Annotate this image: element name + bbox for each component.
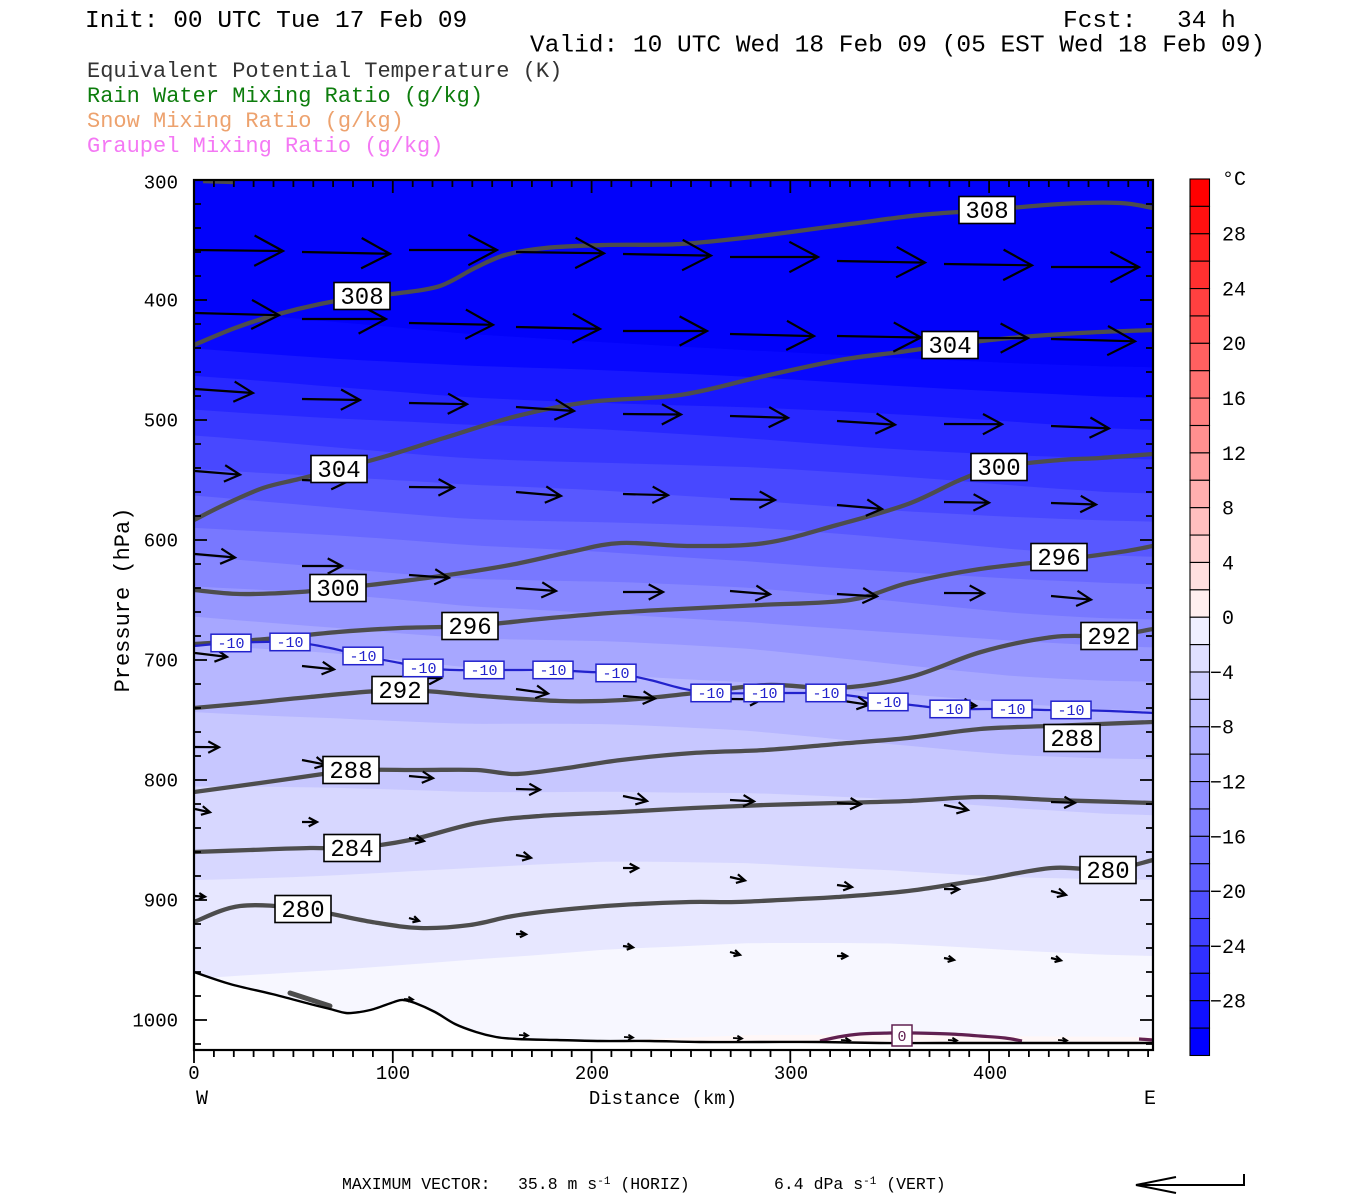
svg-text:W: W (196, 1088, 208, 1111)
svg-text:308: 308 (965, 199, 1008, 226)
svg-text:−16: −16 (1210, 827, 1246, 850)
svg-text:-10: -10 (697, 686, 724, 703)
svg-text:°C: °C (1222, 169, 1246, 192)
svg-text:600: 600 (144, 531, 178, 553)
svg-text:284: 284 (330, 837, 373, 864)
svg-text:300: 300 (774, 1063, 808, 1085)
svg-text:−8: −8 (1210, 718, 1234, 741)
svg-text:Fcst:: Fcst: (1063, 8, 1137, 35)
svg-text:296: 296 (448, 615, 491, 642)
svg-text:400: 400 (144, 291, 178, 313)
svg-text:280: 280 (1086, 859, 1129, 886)
svg-text:0: 0 (188, 1063, 199, 1085)
svg-text:-10: -10 (470, 663, 497, 680)
svg-text:34 h: 34 h (1177, 8, 1236, 35)
svg-text:35.8 m s-1 (HORIZ): 35.8 m s-1 (HORIZ) (518, 1175, 690, 1194)
svg-text:500: 500 (144, 411, 178, 433)
svg-text:E: E (1144, 1088, 1156, 1111)
svg-text:12: 12 (1222, 444, 1246, 467)
svg-text:MAXIMUM VECTOR:: MAXIMUM VECTOR: (342, 1175, 491, 1194)
svg-text:300: 300 (977, 456, 1020, 483)
svg-text:0: 0 (1222, 608, 1234, 631)
svg-text:Pressure (hPa): Pressure (hPa) (111, 508, 136, 693)
svg-text:288: 288 (1050, 727, 1093, 754)
svg-text:Equivalent Potential Temperatu: Equivalent Potential Temperature (K) (87, 59, 562, 84)
svg-text:Rain Water Mixing Ratio (g/kg): Rain Water Mixing Ratio (g/kg) (87, 84, 483, 109)
svg-text:-10: -10 (276, 635, 303, 652)
svg-text:Graupel Mixing Ratio (g/kg): Graupel Mixing Ratio (g/kg) (87, 134, 443, 159)
svg-text:24: 24 (1222, 279, 1246, 302)
svg-text:292: 292 (1087, 625, 1130, 652)
svg-text:300: 300 (316, 577, 359, 604)
svg-text:−12: −12 (1210, 772, 1246, 795)
svg-text:-10: -10 (874, 695, 901, 712)
svg-text:288: 288 (329, 759, 372, 786)
svg-text:-10: -10 (409, 661, 436, 678)
svg-text:200: 200 (575, 1063, 609, 1085)
svg-text:100: 100 (376, 1063, 410, 1085)
svg-text:Distance (km): Distance (km) (589, 1088, 737, 1110)
svg-text:−20: −20 (1210, 882, 1246, 905)
svg-text:6.4 dPa s-1 (VERT): 6.4 dPa s-1 (VERT) (774, 1175, 946, 1194)
svg-text:296: 296 (1037, 546, 1080, 573)
svg-text:304: 304 (317, 458, 360, 485)
svg-text:Snow Mixing Ratio (g/kg): Snow Mixing Ratio (g/kg) (87, 109, 404, 134)
svg-text:-10: -10 (539, 663, 566, 680)
svg-text:−4: −4 (1210, 663, 1234, 686)
svg-text:-10: -10 (602, 666, 629, 683)
svg-text:0: 0 (897, 1029, 906, 1046)
svg-text:-10: -10 (217, 636, 244, 653)
svg-text:308: 308 (340, 285, 383, 312)
svg-text:900: 900 (144, 891, 178, 913)
svg-text:292: 292 (378, 679, 421, 706)
svg-text:Init: 00 UTC Tue 17 Feb 09: Init: 00 UTC Tue 17 Feb 09 (85, 8, 467, 35)
svg-text:28: 28 (1222, 225, 1246, 248)
svg-text:20: 20 (1222, 334, 1246, 357)
svg-text:−24: −24 (1210, 937, 1246, 960)
svg-text:4: 4 (1222, 553, 1234, 576)
svg-text:400: 400 (973, 1063, 1007, 1085)
svg-text:280: 280 (281, 898, 324, 925)
svg-text:-10: -10 (936, 702, 963, 719)
svg-text:-10: -10 (998, 702, 1025, 719)
svg-text:1000: 1000 (132, 1011, 178, 1033)
svg-text:-10: -10 (812, 686, 839, 703)
svg-text:304: 304 (928, 334, 971, 361)
svg-text:800: 800 (144, 771, 178, 793)
svg-text:−28: −28 (1210, 992, 1246, 1015)
svg-text:8: 8 (1222, 499, 1234, 522)
svg-text:16: 16 (1222, 389, 1246, 412)
svg-text:Valid: 10 UTC Wed 18 Feb 09 (0: Valid: 10 UTC Wed 18 Feb 09 (05 EST Wed … (530, 33, 1265, 60)
svg-text:-10: -10 (750, 686, 777, 703)
svg-text:-10: -10 (1057, 703, 1084, 720)
svg-text:-10: -10 (349, 649, 376, 666)
svg-text:700: 700 (144, 651, 178, 673)
svg-text:300: 300 (144, 173, 178, 195)
